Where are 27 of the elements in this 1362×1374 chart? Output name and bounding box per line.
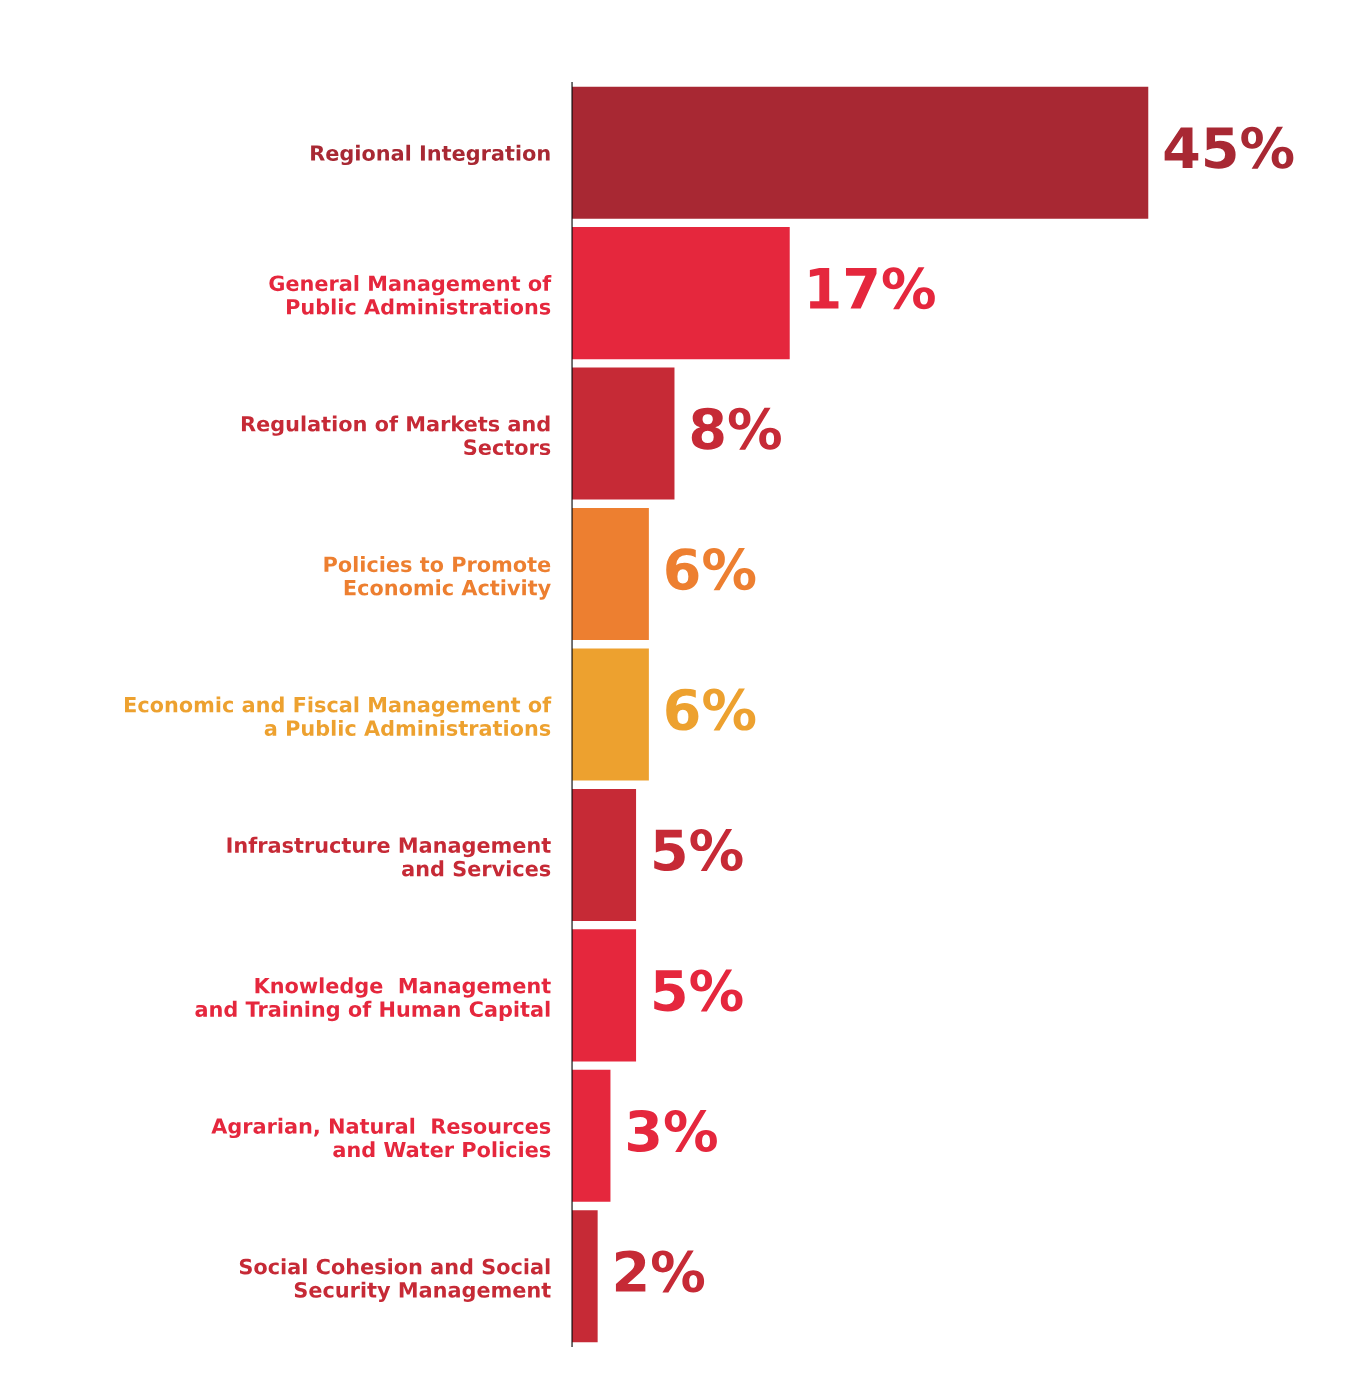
bar: [572, 86, 1149, 219]
y-tick-label: Policies to Promote Economic Activity: [324, 556, 551, 600]
data-label: 8%: [691, 407, 781, 450]
bar: [572, 788, 637, 921]
bar: [572, 929, 637, 1062]
data-label: 45%: [1164, 126, 1294, 169]
data-label: 6%: [666, 548, 756, 591]
bar: [572, 227, 790, 360]
data-label: 17%: [809, 267, 935, 310]
y-tick-label: Agrarian, Natural Resources and Water Policies: [211, 1117, 551, 1158]
y-tick-label: General Management of Public Administrations: [269, 275, 552, 315]
data-label: 5%: [654, 969, 743, 1012]
y-tick-label: Social Cohesion and Social Security Management: [239, 1258, 551, 1302]
y-tick-label: Economic and Fiscal Management of a Public Administrations: [125, 696, 552, 737]
data-label: 5%: [654, 829, 743, 872]
bar: [572, 1069, 611, 1202]
data-label: 3%: [628, 1109, 717, 1152]
y-tick-label: Infrastructure Management and Services: [227, 836, 551, 877]
data-label: 6%: [666, 688, 756, 731]
bar: [572, 648, 649, 781]
y-tick-label: Regional Integration: [311, 144, 550, 166]
bar: [572, 1210, 598, 1343]
y-tick-label: Regulation of Markets and Sectors: [241, 415, 551, 456]
y-tick-label: Knowledge Management and Training of Human Capital: [195, 977, 551, 1022]
data-label: 2%: [615, 1250, 705, 1293]
bar: [572, 508, 649, 641]
bar: [572, 367, 675, 500]
